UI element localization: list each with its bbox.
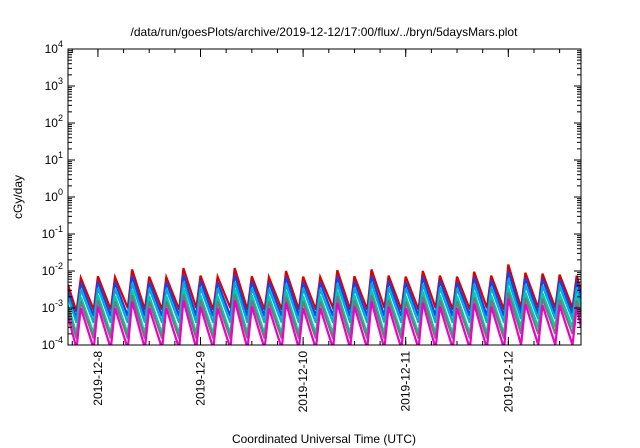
x-tick-label: 2019-12-11 bbox=[399, 351, 413, 412]
y-tick-label: 10-1 bbox=[42, 224, 63, 241]
series-line-4 bbox=[68, 287, 581, 335]
series-line-6 bbox=[68, 298, 581, 345]
x-tick-label: 2019-12-9 bbox=[194, 351, 208, 406]
y-tick-label: 102 bbox=[45, 113, 63, 130]
x-tick-label: 2019-12-12 bbox=[501, 351, 515, 413]
chart-title: /data/run/goesPlots/archive/2019-12-12/1… bbox=[131, 25, 519, 39]
ticks-layer: 10-4 10-3 10-2 10-1 100 101 102 103 104 2019-12-8… bbox=[42, 39, 581, 412]
series-line-1 bbox=[68, 264, 581, 315]
x-tick-label: 2019-12-10 bbox=[296, 351, 310, 413]
plot-frame bbox=[67, 48, 582, 346]
series-line-2 bbox=[68, 270, 581, 320]
y-tick-label: 10-4 bbox=[42, 335, 63, 352]
y-tick-label: 101 bbox=[45, 150, 63, 167]
y-tick-label: 10-2 bbox=[42, 261, 63, 278]
y-tick-label: 103 bbox=[45, 76, 63, 93]
x-tick-label: 2019-12-8 bbox=[91, 351, 105, 406]
series-line-3 bbox=[68, 278, 581, 324]
y-tick-label: 100 bbox=[45, 187, 63, 204]
series-layer bbox=[68, 264, 581, 345]
y-tick-label: 10-3 bbox=[42, 298, 63, 315]
y-axis-label: cGy/day bbox=[11, 175, 25, 219]
y-tick-label: 104 bbox=[45, 39, 63, 56]
series-line-5 bbox=[68, 292, 581, 339]
x-axis-label: Coordinated Universal Time (UTC) bbox=[232, 432, 416, 446]
